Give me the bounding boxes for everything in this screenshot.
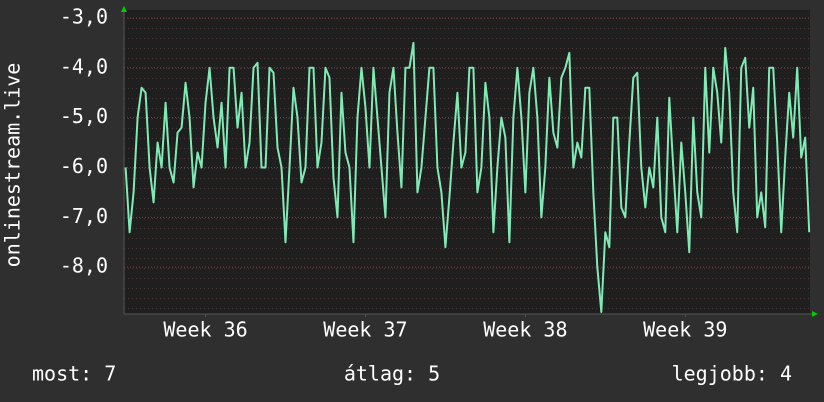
footer-stat: átlag: 5 <box>344 362 440 386</box>
data-line <box>124 41 811 314</box>
y-tick-label: -7,0 <box>60 204 108 228</box>
plot-area <box>124 10 810 314</box>
y-tick-label: -4,0 <box>60 54 108 78</box>
y-axis-label: onlinestream.live <box>1 63 25 268</box>
x-tick-label: Week 36 <box>163 318 247 342</box>
y-tick-label: -5,0 <box>60 104 108 128</box>
footer-stat: most: 7 <box>32 362 116 386</box>
axis-arrow <box>121 6 127 12</box>
y-tick-label: -6,0 <box>60 154 108 178</box>
x-tick-label: Week 38 <box>483 318 567 342</box>
footer-stat: legjobb: 4 <box>672 362 792 386</box>
y-tick-label: -3,0 <box>60 4 108 28</box>
x-tick-label: Week 39 <box>643 318 727 342</box>
x-tick-label: Week 37 <box>323 318 407 342</box>
y-tick-label: -8,0 <box>60 254 108 278</box>
axis-arrow <box>812 311 818 317</box>
